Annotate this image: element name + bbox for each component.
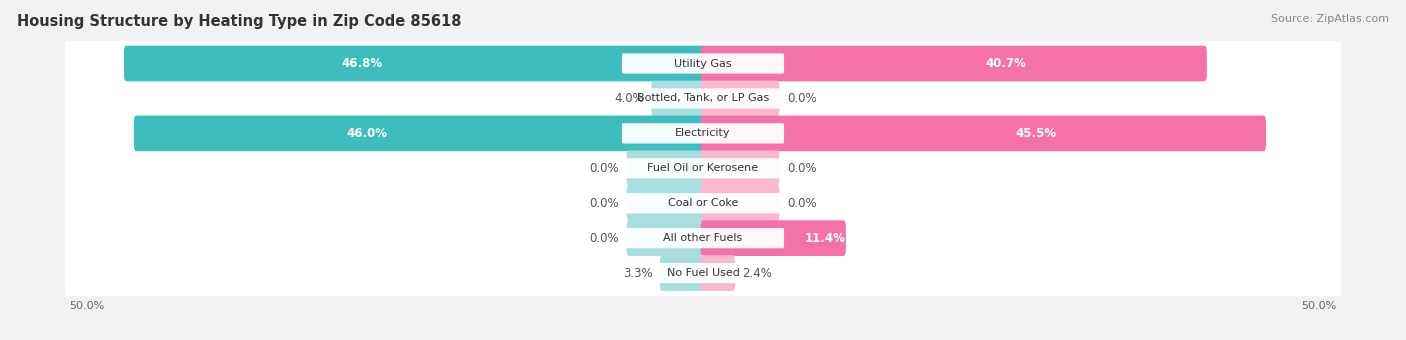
Text: Source: ZipAtlas.com: Source: ZipAtlas.com <box>1271 14 1389 23</box>
Text: Fuel Oil or Kerosene: Fuel Oil or Kerosene <box>647 163 759 173</box>
FancyBboxPatch shape <box>65 248 1341 298</box>
Text: 0.0%: 0.0% <box>787 197 817 210</box>
Text: Housing Structure by Heating Type in Zip Code 85618: Housing Structure by Heating Type in Zip… <box>17 14 461 29</box>
FancyBboxPatch shape <box>700 116 1265 151</box>
Text: 46.0%: 46.0% <box>347 127 388 140</box>
FancyBboxPatch shape <box>134 116 706 151</box>
FancyBboxPatch shape <box>65 38 1341 89</box>
Text: 0.0%: 0.0% <box>589 232 619 245</box>
FancyBboxPatch shape <box>700 151 779 186</box>
Text: 0.0%: 0.0% <box>787 92 817 105</box>
FancyBboxPatch shape <box>700 185 779 221</box>
FancyBboxPatch shape <box>621 123 785 143</box>
Text: 40.7%: 40.7% <box>986 57 1026 70</box>
FancyBboxPatch shape <box>621 158 785 178</box>
FancyBboxPatch shape <box>65 73 1341 123</box>
FancyBboxPatch shape <box>621 88 785 108</box>
Text: 46.8%: 46.8% <box>342 57 382 70</box>
FancyBboxPatch shape <box>621 193 785 214</box>
FancyBboxPatch shape <box>124 46 706 81</box>
FancyBboxPatch shape <box>700 255 735 291</box>
Text: No Fuel Used: No Fuel Used <box>666 268 740 278</box>
FancyBboxPatch shape <box>621 53 785 74</box>
FancyBboxPatch shape <box>659 255 706 291</box>
Text: Utility Gas: Utility Gas <box>675 58 731 68</box>
Text: 0.0%: 0.0% <box>589 162 619 175</box>
Text: 4.0%: 4.0% <box>614 92 644 105</box>
Text: 11.4%: 11.4% <box>806 232 846 245</box>
FancyBboxPatch shape <box>627 185 706 221</box>
FancyBboxPatch shape <box>65 143 1341 193</box>
Text: 0.0%: 0.0% <box>589 197 619 210</box>
Text: Coal or Coke: Coal or Coke <box>668 198 738 208</box>
Text: All other Fuels: All other Fuels <box>664 233 742 243</box>
FancyBboxPatch shape <box>65 108 1341 158</box>
Text: 0.0%: 0.0% <box>787 162 817 175</box>
FancyBboxPatch shape <box>700 46 1206 81</box>
Text: Electricity: Electricity <box>675 129 731 138</box>
Text: 2.4%: 2.4% <box>742 267 772 279</box>
Legend: Owner-occupied, Renter-occupied: Owner-occupied, Renter-occupied <box>579 339 827 340</box>
FancyBboxPatch shape <box>65 213 1341 263</box>
FancyBboxPatch shape <box>621 263 785 283</box>
FancyBboxPatch shape <box>651 81 706 116</box>
FancyBboxPatch shape <box>627 151 706 186</box>
Text: 3.3%: 3.3% <box>623 267 652 279</box>
FancyBboxPatch shape <box>700 220 846 256</box>
Text: Bottled, Tank, or LP Gas: Bottled, Tank, or LP Gas <box>637 94 769 103</box>
FancyBboxPatch shape <box>627 220 706 256</box>
FancyBboxPatch shape <box>65 178 1341 228</box>
FancyBboxPatch shape <box>700 81 779 116</box>
FancyBboxPatch shape <box>621 228 785 248</box>
Text: 45.5%: 45.5% <box>1015 127 1056 140</box>
